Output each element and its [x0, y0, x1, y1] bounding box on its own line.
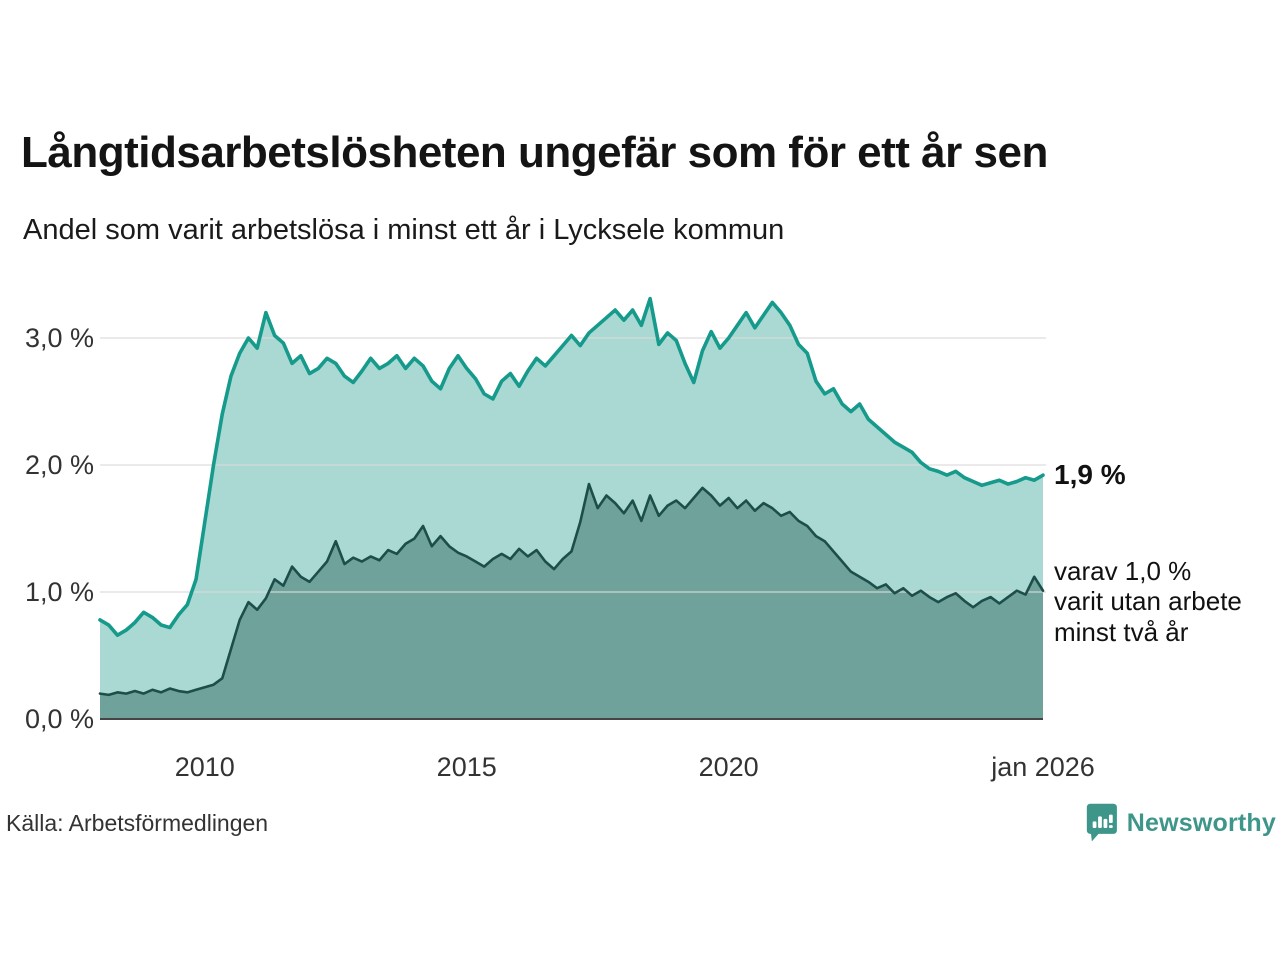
y-tick-label-0: 0,0 % — [24, 704, 94, 734]
chart-subtitle: Andel som varit arbetslösa i minst ett å… — [23, 214, 785, 246]
x-tick-label-2010: 2010 — [174, 752, 235, 782]
newsworthy-logo: Newsworthy — [1086, 798, 1276, 848]
breakdown-line-3: minst två år — [1054, 616, 1189, 647]
total-line — [98, 296, 1045, 637]
y-tick-label-1: 1,0 % — [24, 577, 94, 607]
breakdown-annotation: varav 1,0 % varit utan arbete minst två … — [1054, 556, 1242, 647]
breakdown-line-2: varit utan arbete — [1054, 586, 1242, 617]
page-title: Långtidsarbetslösheten ungefär som för e… — [21, 128, 1048, 177]
newsworthy-bubble-icon — [1086, 803, 1117, 842]
latest-value-label: 1,9 % — [1054, 459, 1126, 490]
x-tick-label-2015: 2015 — [436, 752, 497, 782]
source-credit: Källa: Arbetsförmedlingen — [6, 810, 269, 836]
breakdown-line-1: varav 1,0 % — [1054, 556, 1192, 586]
y-tick-label-3: 3,0 % — [24, 323, 94, 353]
two-year-line — [98, 482, 1045, 697]
x-tick-label-jan-2026: jan 2026 — [991, 752, 1095, 782]
y-tick-label-2: 2,0 % — [24, 450, 94, 480]
x-tick-label-2020: 2020 — [698, 752, 759, 782]
newsworthy-wordmark: Newsworthy — [1126, 808, 1276, 837]
